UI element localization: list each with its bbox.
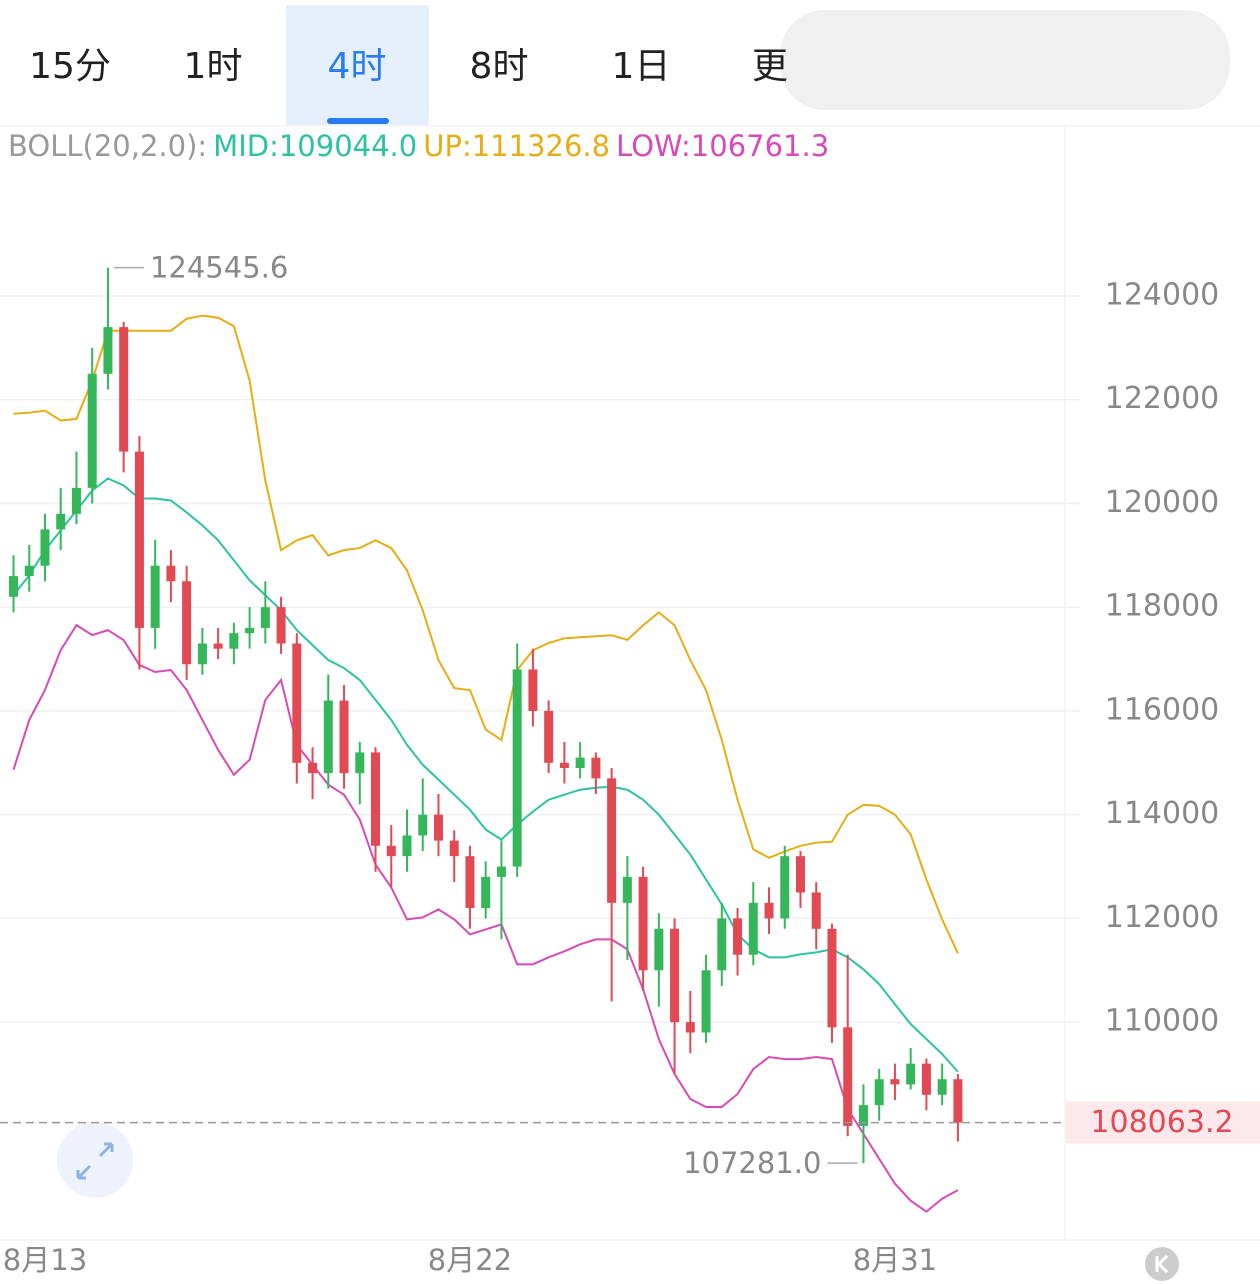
max-label: 124545.6 bbox=[150, 251, 288, 285]
candle-body bbox=[323, 700, 333, 774]
candle-body bbox=[40, 529, 50, 566]
candle-body bbox=[402, 835, 412, 857]
candle-body bbox=[150, 565, 160, 628]
candle-body bbox=[764, 902, 774, 919]
legend-entry: MID:109044.0 bbox=[213, 129, 417, 163]
indicator-label: BOLL(20,2.0): bbox=[8, 129, 207, 163]
active-tab-bg bbox=[286, 5, 429, 125]
candle-body bbox=[607, 778, 617, 903]
tab[interactable]: 8时 bbox=[470, 46, 529, 87]
candle-body bbox=[717, 918, 727, 971]
legend-entry: LOW:106761.3 bbox=[616, 129, 829, 163]
candle-body bbox=[371, 752, 381, 846]
tab[interactable]: 1时 bbox=[184, 46, 243, 87]
candle-body bbox=[796, 856, 805, 893]
candle-body bbox=[528, 669, 538, 711]
candle-body bbox=[355, 752, 365, 774]
legend: BOLL(20,2.0): MID:109044.0 UP:111326.8 LOW:… bbox=[8, 129, 829, 163]
candle-body bbox=[103, 327, 113, 374]
candle-body bbox=[701, 970, 711, 1033]
candle-body bbox=[544, 710, 554, 763]
candle-body bbox=[575, 757, 585, 768]
candle-body bbox=[654, 928, 664, 971]
candle-body bbox=[890, 1079, 900, 1085]
candle-body bbox=[229, 633, 239, 649]
candle-body bbox=[292, 643, 302, 763]
candle-body bbox=[780, 856, 790, 919]
scroll-end-button[interactable] bbox=[1145, 1247, 1179, 1281]
candle-body bbox=[276, 607, 286, 644]
x-tick-label: 8月13 bbox=[3, 1243, 87, 1277]
band-line bbox=[12, 477, 959, 1073]
candle-body bbox=[71, 487, 81, 514]
candle-body bbox=[559, 762, 569, 768]
tab[interactable]: 15分 bbox=[29, 46, 111, 87]
candle-body bbox=[638, 876, 648, 971]
candle-body bbox=[591, 757, 601, 779]
candle-body bbox=[748, 902, 758, 955]
y-tick-label: 124000 bbox=[1105, 277, 1220, 312]
active-tab-underline bbox=[327, 118, 389, 124]
candle-body bbox=[921, 1063, 931, 1095]
candle-body bbox=[119, 327, 129, 452]
candle-body bbox=[512, 669, 522, 867]
expand-icon bbox=[76, 1142, 114, 1180]
candle-body bbox=[182, 581, 192, 665]
candle-body bbox=[386, 845, 396, 857]
blurred-area bbox=[780, 10, 1230, 110]
candle-body bbox=[433, 814, 443, 841]
y-tick-label: 110000 bbox=[1105, 1004, 1220, 1039]
x-tick-label: 8月31 bbox=[853, 1243, 937, 1277]
candle-body bbox=[811, 892, 821, 929]
candle-body bbox=[481, 876, 491, 909]
candle-body bbox=[245, 627, 255, 634]
candle-body bbox=[858, 1105, 868, 1126]
x-tick-label: 8月22 bbox=[428, 1243, 512, 1277]
candle-body bbox=[166, 565, 176, 582]
y-tick-label: 114000 bbox=[1105, 796, 1220, 831]
candle-body bbox=[134, 451, 144, 628]
candle-body bbox=[953, 1079, 963, 1123]
tab[interactable]: 1日 bbox=[612, 46, 671, 87]
candle-body bbox=[937, 1079, 947, 1095]
candle-body bbox=[733, 918, 743, 955]
y-tick-label: 120000 bbox=[1105, 485, 1220, 520]
candle-body bbox=[197, 643, 207, 665]
candle-body bbox=[685, 1022, 695, 1033]
candle-body bbox=[308, 762, 318, 774]
candle-body bbox=[670, 928, 680, 1023]
candle-body bbox=[56, 513, 66, 530]
candle-body bbox=[465, 856, 475, 909]
last-price-label: 108063.2 bbox=[1090, 1105, 1233, 1140]
y-tick-label: 122000 bbox=[1105, 381, 1220, 416]
candle-body bbox=[906, 1063, 916, 1085]
candle-body bbox=[496, 866, 506, 877]
candle-body bbox=[9, 576, 18, 597]
last-price-box bbox=[1066, 1101, 1260, 1144]
tab[interactable]: 更 bbox=[752, 46, 788, 87]
candle-body bbox=[827, 928, 837, 1028]
candle-body bbox=[622, 876, 632, 903]
min-label: 107281.0 bbox=[683, 1146, 821, 1180]
y-tick-label: 116000 bbox=[1105, 692, 1220, 727]
scroll-end-icon bbox=[1155, 1254, 1169, 1274]
band-line bbox=[12, 623, 959, 1213]
candle-body bbox=[213, 643, 223, 649]
candle-body bbox=[260, 607, 270, 628]
candle-body bbox=[843, 1027, 853, 1126]
candle-body bbox=[874, 1079, 884, 1106]
expand-button[interactable] bbox=[57, 1122, 133, 1198]
candle-body bbox=[24, 565, 34, 577]
candle-body bbox=[339, 700, 349, 774]
band-line bbox=[13, 314, 959, 954]
candle-body bbox=[87, 373, 97, 488]
legend-entry: UP:111326.8 bbox=[423, 129, 610, 163]
candle-body bbox=[418, 814, 428, 836]
y-tick-label: 112000 bbox=[1105, 900, 1220, 935]
tab[interactable]: 4时 bbox=[328, 46, 387, 87]
candle-body bbox=[449, 840, 459, 857]
y-tick-label: 118000 bbox=[1105, 589, 1220, 624]
